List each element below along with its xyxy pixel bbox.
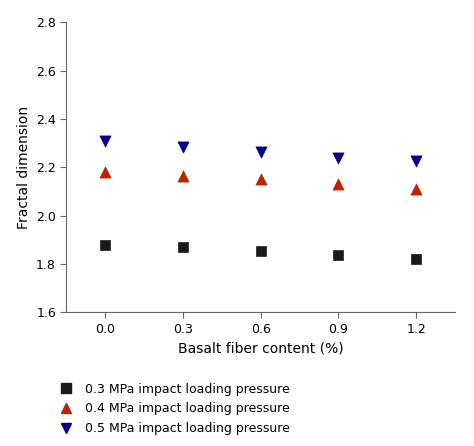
- Point: [412, 256, 420, 263]
- Point: [412, 157, 420, 165]
- Point: [335, 154, 342, 161]
- Point: [412, 186, 420, 193]
- Point: [101, 169, 109, 176]
- Point: [257, 148, 264, 155]
- Point: [101, 137, 109, 144]
- Point: [335, 181, 342, 188]
- Point: [179, 172, 187, 179]
- Point: [257, 247, 264, 254]
- Point: [257, 176, 264, 183]
- Point: [179, 143, 187, 150]
- Point: [335, 252, 342, 259]
- X-axis label: Basalt fiber content (%): Basalt fiber content (%): [178, 341, 344, 355]
- Y-axis label: Fractal dimension: Fractal dimension: [17, 106, 30, 229]
- Point: [101, 241, 109, 248]
- Legend: 0.3 MPa impact loading pressure, 0.4 MPa impact loading pressure, 0.5 MPa impact: 0.3 MPa impact loading pressure, 0.4 MPa…: [54, 383, 290, 435]
- Point: [179, 244, 187, 251]
